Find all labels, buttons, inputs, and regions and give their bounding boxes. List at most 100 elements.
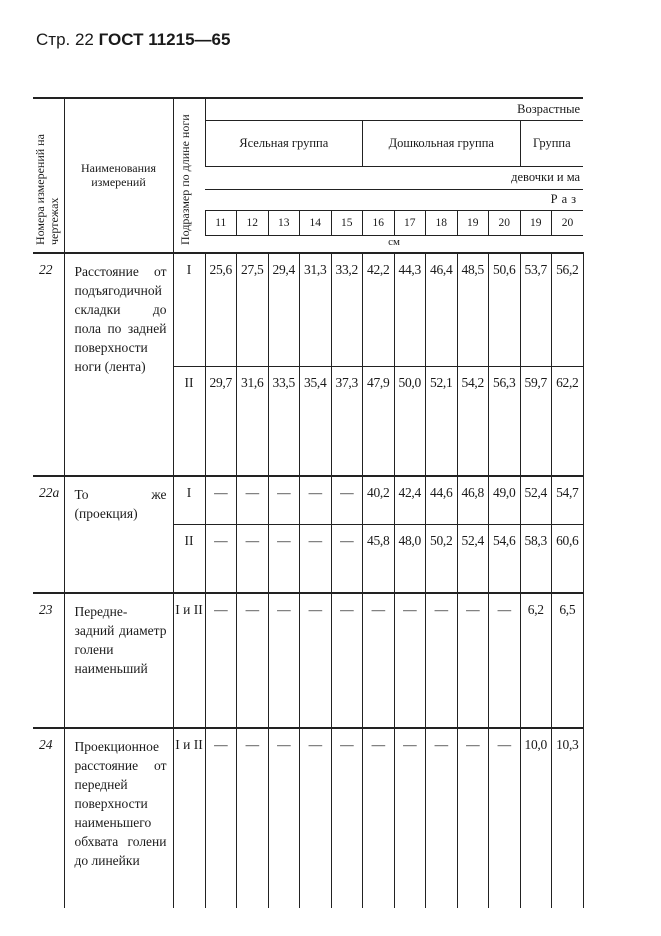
value-cell: 10,0 — [519, 727, 552, 908]
value-cell: — — [299, 475, 331, 524]
value-cell: 48,0 — [393, 523, 426, 593]
value-cell: 37,3 — [330, 365, 363, 476]
value-cell: 33,5 — [267, 365, 300, 476]
subsize-label: I и II — [172, 592, 205, 728]
value-cell: 42,4 — [393, 475, 426, 524]
value-cell: — — [267, 592, 300, 728]
value-cell: — — [267, 727, 300, 908]
value-cell: 50,0 — [393, 365, 426, 476]
value-cell: — — [456, 727, 489, 908]
header-age: Возрастные — [204, 97, 584, 121]
table-row: II 29,7 31,6 33,5 35,4 37,3 47,9 50,0 52,1 54,2 56… — [33, 365, 584, 476]
value-cell: 50,2 — [425, 523, 457, 593]
value-cell: 56,3 — [488, 365, 520, 476]
measurement-name: Проекционное расстояние от передней пове… — [63, 727, 173, 908]
size-header-cell: 19 — [519, 210, 552, 235]
value-cell: 48,5 — [456, 252, 489, 366]
value-cell: 52,4 — [456, 523, 489, 593]
value-cell: — — [330, 523, 363, 593]
value-cell: — — [236, 475, 268, 524]
value-cell: — — [393, 727, 426, 908]
value-cell: 6,5 — [551, 592, 584, 728]
value-cell: — — [204, 523, 237, 593]
measurement-name: Передне-задний диаметр голени наименьший — [63, 592, 173, 728]
standard-code: ГОСТ 11215—65 — [98, 30, 231, 49]
subsize-label: II — [172, 523, 205, 593]
value-cell: 29,4 — [267, 252, 300, 366]
size-header-cell: 11 — [204, 210, 237, 235]
header-group-other: Группа — [519, 120, 584, 167]
size-header-cell: 17 — [393, 210, 426, 235]
measurement-number: 22а — [33, 475, 64, 593]
size-header-cell: 19 — [456, 210, 489, 235]
value-cell: — — [362, 592, 394, 728]
size-header-cell: 18 — [425, 210, 457, 235]
value-cell: — — [267, 523, 300, 593]
value-cell: — — [330, 592, 363, 728]
value-cell: — — [488, 727, 520, 908]
header-number: Номера измерений на чертежах — [33, 134, 61, 245]
value-cell: 45,8 — [362, 523, 394, 593]
value-cell: — — [425, 727, 457, 908]
size-header-cell: 13 — [267, 210, 300, 235]
value-cell: — — [330, 727, 363, 908]
value-cell: 44,3 — [393, 252, 426, 366]
header-subsize-cell: Подразмер по длине ноги — [172, 97, 205, 253]
size-header-cell: 14 — [299, 210, 331, 235]
value-cell: 62,2 — [551, 365, 584, 476]
value-cell: 52,4 — [519, 475, 552, 524]
value-cell: 42,2 — [362, 252, 394, 366]
value-cell: 53,7 — [519, 252, 552, 366]
value-cell: — — [425, 592, 457, 728]
header-subsize: Подразмер по длине ноги — [177, 114, 192, 245]
value-cell: 49,0 — [488, 475, 520, 524]
value-cell: — — [267, 475, 300, 524]
value-cell: 29,7 — [204, 365, 237, 476]
value-cell: — — [330, 475, 363, 524]
value-cell: 31,6 — [236, 365, 268, 476]
value-cell: — — [204, 727, 237, 908]
size-header-cell: 20 — [551, 210, 584, 235]
value-cell: 47,9 — [362, 365, 394, 476]
value-cell: 58,3 — [519, 523, 552, 593]
value-cell: — — [488, 592, 520, 728]
value-cell: 10,3 — [551, 727, 584, 908]
value-cell: 54,2 — [456, 365, 489, 476]
size-header-cell: 16 — [362, 210, 394, 235]
value-cell: — — [299, 727, 331, 908]
measurement-number: 22 — [33, 252, 64, 476]
value-cell: — — [236, 592, 268, 728]
measurement-number: 23 — [33, 592, 64, 728]
value-cell: — — [299, 592, 331, 728]
page-number: Стр. 22 — [36, 30, 94, 49]
value-cell: 46,4 — [425, 252, 457, 366]
size-header-cell: 20 — [488, 210, 520, 235]
table-row: 24 Проекционное расстояние от передней по… — [33, 727, 584, 908]
subsize-label: II — [172, 365, 205, 476]
value-cell: 46,8 — [456, 475, 489, 524]
header-size: Раз — [205, 189, 584, 211]
header-gender: девочки и ма — [205, 166, 584, 190]
value-cell: 27,5 — [236, 252, 268, 366]
value-cell: 56,2 — [551, 252, 584, 366]
value-cell: — — [393, 592, 426, 728]
table-row: II — — — — —45,8 48,0 50,2 52,4 54,6 58,3 60,6 — [33, 523, 584, 593]
measurements-table: Номера измерений на чертежах Наименовани… — [33, 97, 584, 908]
value-cell: 59,7 — [519, 365, 552, 476]
subsize-label: I — [172, 252, 205, 366]
size-header-cell: 15 — [330, 210, 363, 235]
value-cell: 6,2 — [519, 592, 552, 728]
value-cell: — — [236, 523, 268, 593]
value-cell: 44,6 — [425, 475, 457, 524]
table-row: 22 Расстояние от подъягодичной складки до… — [33, 252, 584, 476]
header-unit: см — [205, 234, 584, 253]
header-number-cell: Номера измерений на чертежах — [33, 97, 64, 253]
table-row: 22а То же (проекция) I — — — — —40,2 42,4 44,6 46,… — [33, 475, 584, 593]
value-cell: 31,3 — [299, 252, 331, 366]
size-header-cell: 12 — [236, 210, 268, 235]
table-row: 23 Передне-задний диаметр голени наименьш… — [33, 592, 584, 728]
measurement-name: То же (проекция) — [63, 475, 173, 593]
value-cell: — — [299, 523, 331, 593]
measurement-number: 24 — [33, 727, 64, 908]
